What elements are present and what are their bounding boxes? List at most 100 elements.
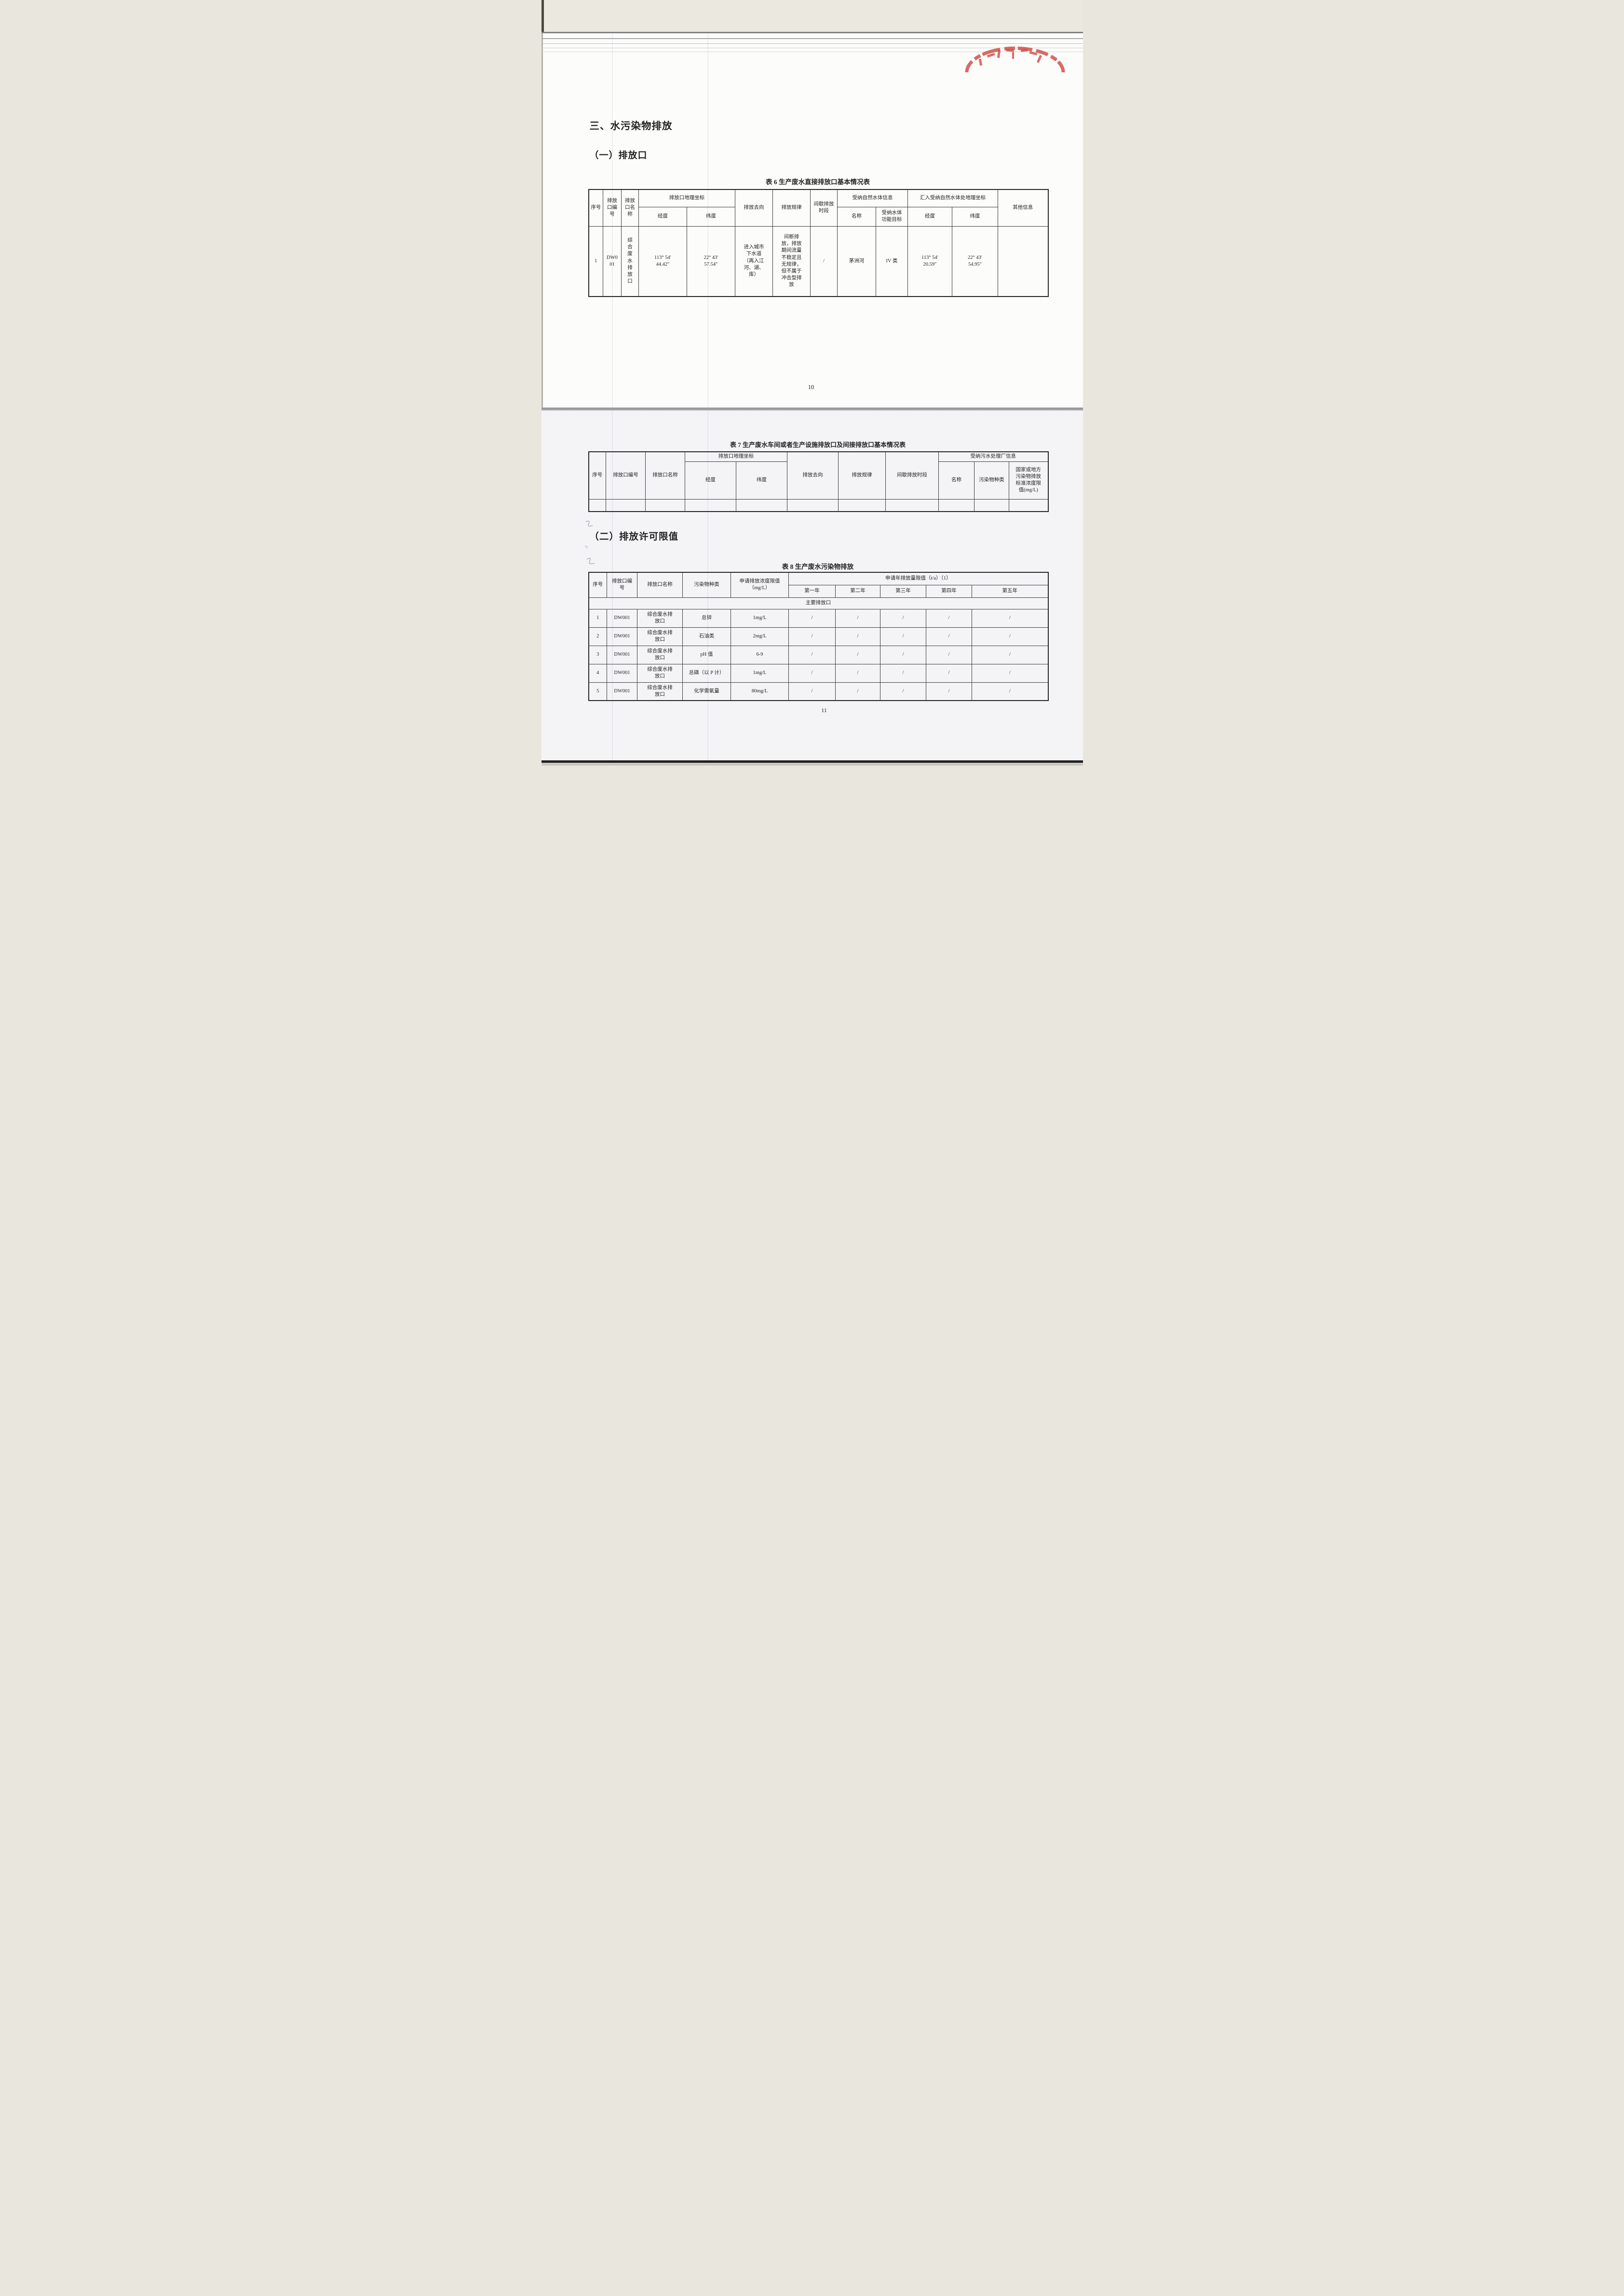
table-cell: 80mg/L — [731, 682, 789, 701]
table-cell: DW001 — [607, 663, 637, 683]
table-cell — [838, 499, 886, 512]
table-direct-discharge-outlets: 序号 排放 口编 号 排放 口名 称 排放口地理坐标 排放去向 排放规律 间歇排… — [588, 189, 1049, 297]
table-cell: / — [810, 226, 838, 297]
column-header-group: 汇入受纳自然水体处地理坐标 — [907, 189, 998, 207]
table-cell: / — [971, 682, 1049, 701]
table-cell: 间断排 放，排放 期间流量 不稳定且 无规律， 但不属于 冲击型排 放 — [772, 226, 811, 297]
column-header: 序号 — [588, 451, 606, 500]
table-cell: 总锌 — [682, 608, 731, 628]
table-group-row: 主要排放口 — [588, 597, 1049, 609]
table-cell: 1mg/L — [731, 663, 789, 683]
table-header-row: 第一年 第二年 第三年 第四年 第五年 — [589, 584, 1049, 598]
table-cell — [885, 499, 939, 512]
table-cell: 综合废水排 放口 — [637, 608, 683, 628]
column-header-group: 排放口地理坐标 — [638, 189, 735, 207]
table-cell — [588, 499, 606, 512]
column-header: 序号 — [588, 189, 603, 227]
column-header: 申请排放浓度限值 （mg/L） — [731, 572, 789, 598]
column-header: 第三年 — [880, 584, 926, 598]
table-cell: 2mg/L — [731, 627, 789, 646]
table-cell: / — [971, 608, 1049, 628]
page-stack-edge-line — [541, 43, 1083, 44]
table-cell — [787, 499, 839, 512]
table-cell: / — [880, 682, 926, 701]
page-number: 10 — [808, 384, 814, 391]
table-cell — [606, 499, 646, 512]
table-cell: DW001 — [607, 608, 637, 628]
table-header-row: 序号 排放口编 号 排放口名称 污染物种类 申请排放浓度限值 （mg/L） 申请… — [588, 572, 1049, 598]
column-header: 第二年 — [835, 584, 880, 598]
table-cell: 5 — [588, 682, 607, 701]
table-cell: 22° 43′ 57.54″ — [687, 226, 735, 297]
table-cell: 综合废水排 放口 — [637, 663, 683, 683]
table-cell: / — [971, 645, 1049, 664]
column-header: 其他信息 — [998, 189, 1048, 227]
table-cell — [685, 499, 736, 512]
table-cell: / — [926, 608, 972, 628]
table-cell — [1008, 499, 1049, 512]
table-cell: / — [835, 608, 880, 628]
column-header: 排放 口编 号 — [603, 189, 622, 227]
official-seal-stamp-icon — [965, 46, 1065, 72]
table-header-row: 序号 排放 口编 号 排放 口名 称 排放口地理坐标 排放去向 排放规律 间歇排… — [588, 189, 1048, 227]
table-cell: / — [880, 627, 926, 646]
column-header: 纬度 — [952, 206, 998, 227]
column-header: 排放去向 — [787, 451, 839, 500]
column-header: 第五年 — [971, 584, 1049, 598]
column-header: 排放规律 — [838, 451, 886, 500]
table-cell: pH 值 — [682, 645, 731, 664]
column-header: 第一年 — [788, 584, 836, 598]
page-break-shadow — [541, 407, 1083, 411]
column-header: 经度 — [907, 206, 952, 227]
column-header: 纬度 — [736, 461, 787, 500]
table-cell: 进入城市 下水道 （再入江 河、湖、 库） — [735, 226, 773, 297]
subsection-heading-permit-limits: （二）排放许可限值 — [589, 532, 679, 542]
column-header: 序号 — [588, 572, 607, 598]
table-cell: / — [835, 645, 880, 664]
column-header: 间歇排放时段 — [885, 451, 939, 500]
scanner-streak — [707, 33, 708, 760]
table-cell: / — [926, 682, 972, 701]
table-cell: / — [926, 627, 972, 646]
table-row: 4 DW001 综合废水排 放口 总磷（以 P 计） 1mg/L / / / / / — [588, 663, 1049, 683]
table-cell: / — [835, 627, 880, 646]
scan-bottom-edge — [541, 760, 1083, 763]
table-wastewater-pollutant-limits: 序号 排放口编 号 排放口名称 污染物种类 申请排放浓度限值 （mg/L） 申请… — [588, 572, 1049, 701]
table-cell: / — [880, 663, 926, 683]
column-header: 间歇排放 时段 — [810, 189, 838, 227]
column-header-group: 受纳自然水体信息 — [837, 189, 908, 207]
table-cell: 石油类 — [682, 627, 731, 646]
table-workshop-indirect-outlets: 序号 排放口编号 排放口名称 排放口地理坐标 排放去向 排放规律 间歇排放时段 … — [588, 451, 1049, 512]
table-cell: / — [788, 682, 836, 701]
column-header: 排放 口名 称 — [621, 189, 639, 227]
table-row: 5 DW001 综合废水排 放口 化学需氧量 80mg/L / / / / / — [588, 682, 1049, 701]
column-header: 名称 — [938, 461, 974, 500]
table-cell: / — [880, 608, 926, 628]
table-cell: DW0 01 — [603, 226, 622, 297]
table-cell: 1 — [588, 226, 603, 297]
table-cell: DW001 — [607, 682, 637, 701]
table-cell — [736, 499, 787, 512]
column-header-group: 申请年排放量限值（t/a）（1） — [788, 572, 1049, 585]
table-group-label: 主要排放口 — [588, 597, 1049, 609]
table8-caption: 表 8 生产废水污染物排放 — [782, 563, 854, 570]
table-cell: / — [926, 663, 972, 683]
table-cell: 综合废水排 放口 — [637, 645, 683, 664]
table-cell: DW001 — [607, 627, 637, 646]
column-header: 污染物种类 — [974, 461, 1009, 500]
column-header: 排放口编 号 — [607, 572, 637, 598]
table-cell: / — [835, 663, 880, 683]
column-header: 经度 — [638, 206, 687, 227]
table-row: 1 DW001 综合废水排 放口 总锌 1mg/L / / / / / — [588, 608, 1049, 628]
table-row: 3 DW001 综合废水排 放口 pH 值 6-9// / / / — [588, 645, 1049, 664]
table-cell: 1 — [588, 608, 607, 628]
table-cell: DW001 — [607, 645, 637, 664]
table-cell: / — [788, 608, 836, 628]
table-cell: 化学需氧量 — [682, 682, 731, 701]
table6-caption: 表 6 生产废水直接排放口基本情况表 — [766, 178, 870, 186]
column-header: 排放口名称 — [645, 451, 685, 500]
table-cell — [645, 499, 685, 512]
table-cell: / — [788, 627, 836, 646]
table-row-empty — [588, 499, 1049, 512]
column-header: 受纳水体 功能目标 — [876, 206, 908, 227]
